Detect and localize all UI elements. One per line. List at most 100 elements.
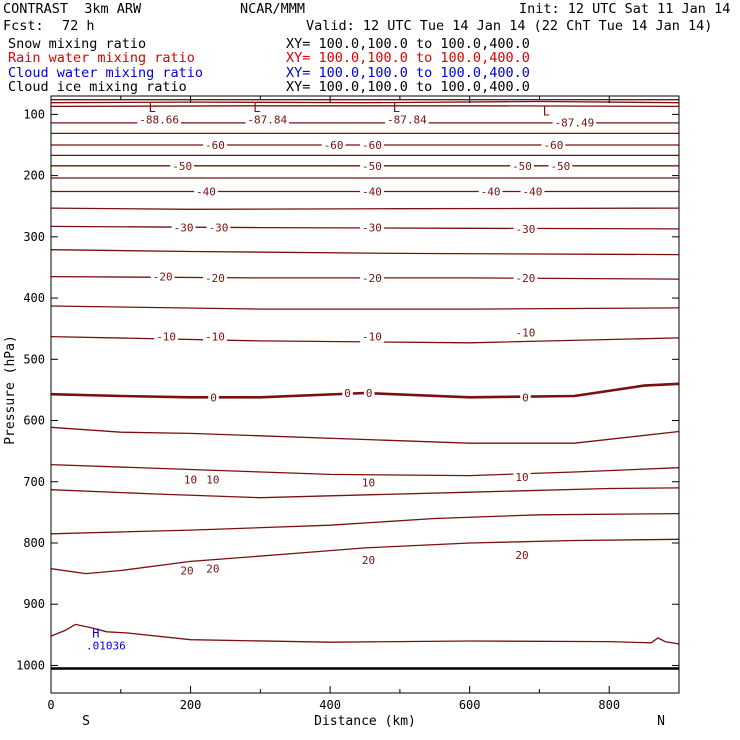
contour-label: -10: [156, 331, 176, 344]
low-pressure-marker: L: [149, 101, 156, 115]
contour-label-bg: [203, 330, 227, 343]
contour-label: -40: [481, 186, 501, 199]
center-label: NCAR/MMM: [240, 1, 306, 17]
contour-label: -30: [209, 222, 229, 235]
high-marker-value: .01036: [86, 640, 126, 653]
field-cloudice-label: Cloud ice mixing ratio: [8, 79, 187, 95]
model-title: CONTRAST 3km ARW: [3, 1, 142, 17]
contour-label: 20: [206, 563, 219, 576]
low-pressure-marker: L: [393, 101, 400, 115]
contour-label: -87.84: [247, 113, 287, 126]
contour-label: 20: [515, 549, 528, 562]
contour-label: -50: [550, 160, 570, 173]
contour-label-bg: [513, 222, 538, 235]
contour-label-bg: [206, 221, 231, 234]
contour-label-bg: [360, 330, 384, 343]
contour-label-bg: [360, 185, 384, 198]
contour-label-bg: [513, 549, 531, 562]
contour-label-bg: [359, 554, 378, 567]
contour-label: -60: [543, 139, 563, 152]
contour-label-bg: [520, 185, 545, 198]
contour-label-bg: [385, 113, 429, 126]
contour-label-bg: [181, 473, 200, 486]
contour-label-bg: [513, 326, 538, 339]
contour-label: -20: [205, 272, 225, 285]
contour-label: -10: [205, 331, 225, 344]
extrema-markers: L L L L H.01036: [86, 101, 550, 652]
contour-label: -87.49: [554, 116, 594, 129]
contour-label: -20: [516, 272, 536, 285]
contour-label: -40: [196, 186, 216, 199]
contour-label-bg: [204, 473, 222, 486]
contour-labels: -88.66 -87.84 -87.84 -87.49-60 -60 -60 -60-50-…: [137, 113, 597, 578]
low-pressure-marker: L: [543, 104, 550, 118]
south-end-label: S: [82, 714, 90, 729]
contour-label: -60: [205, 139, 225, 152]
contour-label: -10: [362, 331, 382, 344]
contour-line: [50, 305, 680, 310]
contour-label-bg: [363, 386, 375, 399]
contour-label: -50: [172, 160, 192, 173]
field-rain-label: Rain water mixing ratio: [8, 50, 195, 66]
field-cloudwater-label: Cloud water mixing ratio: [8, 65, 204, 81]
contour-line: [50, 512, 680, 535]
contour-label: -40: [523, 186, 543, 199]
field-snow-label: Snow mixing ratio: [8, 36, 147, 52]
high-marker: H: [92, 627, 99, 641]
contour-label: 0: [344, 387, 351, 400]
contour-label-bg: [342, 386, 353, 399]
x-tick-label: 800: [598, 698, 620, 712]
contour-label: -30: [174, 222, 194, 235]
y-tick-label: 700: [23, 475, 45, 489]
contour-label: 10: [362, 476, 375, 489]
contour-line: [50, 538, 680, 575]
contour-label-bg: [194, 185, 218, 198]
contour-label: -40: [362, 186, 382, 199]
y-tick-label: 900: [23, 597, 45, 611]
y-tick-label: 300: [23, 230, 45, 244]
contour-label: 20: [180, 565, 193, 578]
contour-line: [50, 487, 680, 499]
y-tick-label: 600: [23, 414, 45, 428]
contour-label-bg: [359, 476, 378, 489]
contour-label: 20: [362, 554, 375, 567]
contour-label-bg: [360, 271, 384, 284]
contour-label: -30: [516, 223, 536, 236]
contour-line: [50, 207, 680, 210]
contour-label: 0: [366, 387, 373, 400]
contour-label: 10: [515, 471, 528, 484]
contour-label-bg: [520, 391, 531, 404]
field-cloudice-xy: XY= 100.0,100.0 to 100.0,400.0: [286, 79, 530, 95]
y-tick-label: 500: [23, 352, 45, 366]
contour-label: 10: [184, 473, 197, 486]
contour-line: [50, 623, 680, 645]
contour-label: -20: [153, 271, 173, 284]
contour-label: -30: [362, 222, 382, 235]
contour-label-bg: [360, 221, 384, 234]
contour-label: -60: [362, 139, 382, 152]
axes: 0 200 400 600 800100200300400500600700800900…: [16, 95, 680, 712]
x-axis-title: Distance (km): [314, 714, 416, 729]
contour-label-bg: [137, 113, 181, 126]
contour-label-bg: [154, 330, 179, 343]
contour-label: -60: [324, 139, 344, 152]
x-tick-label: 0: [47, 698, 54, 712]
contour-label-bg: [513, 470, 531, 483]
y-tick-label: 800: [23, 536, 45, 550]
low-pressure-marker: L: [253, 101, 260, 115]
contour-label: -10: [516, 326, 536, 339]
contour-label-bg: [178, 564, 196, 577]
contour-label-bg: [203, 271, 227, 284]
y-axis-title: Pressure (hPa): [3, 335, 18, 445]
forecast-label: Fcst:: [3, 18, 44, 34]
contour-label-bg: [360, 138, 384, 151]
contour-label-bg: [513, 271, 538, 284]
contour-line: [50, 426, 680, 444]
contour-label-bg: [478, 185, 503, 198]
contour-label-bg: [321, 138, 346, 151]
contour-label: 0: [522, 391, 529, 404]
x-tick-label: 600: [459, 698, 481, 712]
y-tick-label: 400: [23, 291, 45, 305]
contour-label: -50: [512, 160, 532, 173]
